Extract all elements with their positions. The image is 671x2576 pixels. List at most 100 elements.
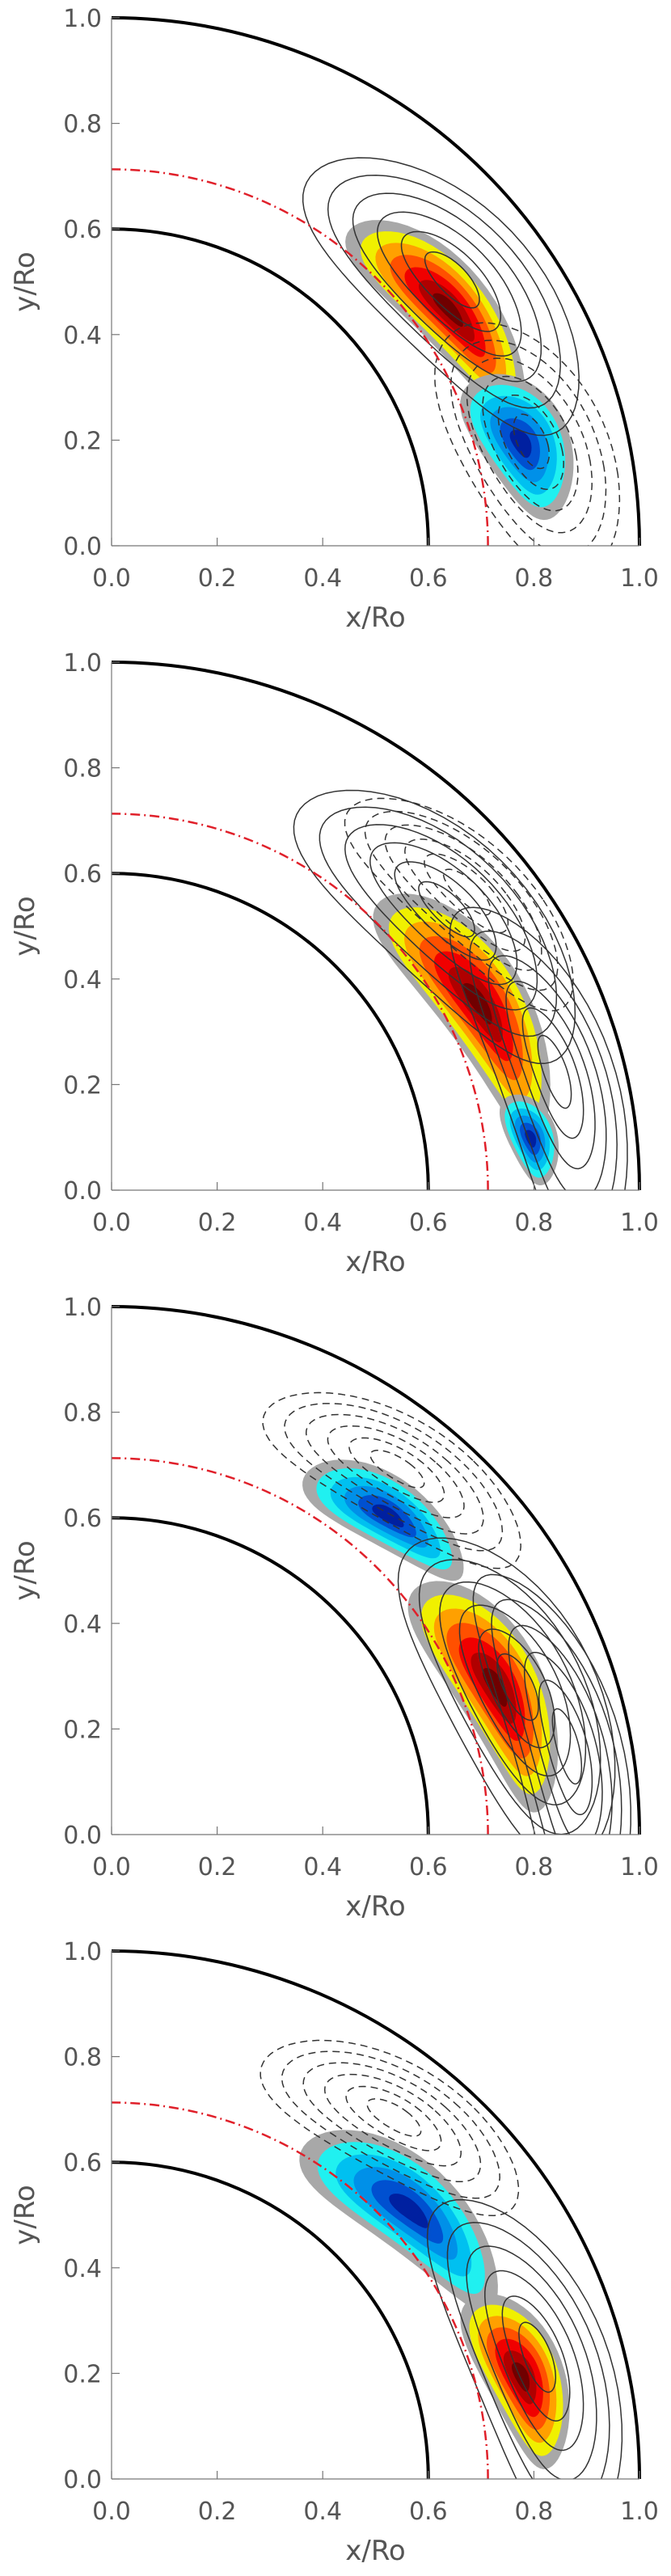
contour-line — [537, 1034, 572, 1109]
contour-line — [442, 868, 492, 916]
positive-cell-2 — [426, 2198, 623, 2479]
x-tick-label: 0.2 — [198, 1853, 237, 1881]
y-tick-label: 1.0 — [63, 5, 102, 33]
contour-line — [345, 2085, 442, 2152]
contour-line — [505, 980, 596, 1170]
contour-line — [394, 861, 497, 961]
panel-3: 0.0 0.2 0.4 0.6 0.8 1.0 0.0 0.2 0.4 0.6 0.8 1.0 x/Ro… — [9, 1294, 659, 1923]
x-tick-label: 0.0 — [92, 564, 131, 593]
y-axis-label: y/Ro — [9, 896, 41, 956]
positive-cell-1 — [302, 157, 580, 437]
contour-line — [384, 824, 542, 971]
positive-cell-2 — [397, 1537, 616, 1835]
inner-boundary — [111, 227, 430, 547]
contour-line — [369, 1449, 425, 1489]
contour-line — [491, 1598, 622, 1835]
y-tick-label: 0.0 — [63, 1822, 102, 1850]
contour-line — [446, 2222, 610, 2479]
contour-line — [366, 2098, 422, 2137]
panel-1: 0.0 0.2 0.4 0.6 0.8 1.0 0.0 0.2 0.4 0.6 0.8 1.0 x/Ro… — [9, 5, 659, 634]
x-tick-label: 0.4 — [303, 2498, 342, 2526]
outer-boundary — [111, 16, 641, 547]
x-tick-label: 0.4 — [303, 564, 342, 593]
contour-line — [364, 810, 559, 991]
contour-line — [426, 2198, 623, 2479]
contour-line — [513, 413, 551, 470]
contour-line — [418, 1559, 601, 1835]
negative-cell-1 — [262, 1391, 521, 1569]
negative-cell-1 — [260, 2039, 520, 2216]
y-axis-label: y/Ro — [9, 251, 41, 311]
x-tick-label: 0.6 — [409, 1209, 448, 1237]
y-tick-label: 1.0 — [63, 1938, 102, 1966]
y-tick-label: 0.2 — [63, 1071, 102, 1100]
positive-cell-3 — [449, 906, 628, 1190]
blob-level-5 — [525, 1130, 537, 1148]
contour-line — [305, 1413, 484, 1535]
y-tick-label: 0.8 — [63, 2044, 102, 2072]
contour-line — [482, 375, 579, 512]
contour-line — [501, 2295, 571, 2422]
contour-line — [551, 1708, 583, 1785]
tachocline-line — [111, 168, 489, 547]
contour-line — [352, 192, 542, 382]
y-tick-label: 0.4 — [63, 2255, 102, 2283]
y-tick-label: 0.8 — [63, 755, 102, 783]
contour-line — [302, 2062, 482, 2183]
x-tick-label: 1.0 — [620, 2498, 659, 2526]
contour-line — [348, 1437, 445, 1503]
y-tick-label: 0.0 — [63, 533, 102, 561]
tachocline-line — [111, 2101, 489, 2480]
y-tick-label: 1.0 — [63, 649, 102, 678]
contour-line — [478, 1628, 555, 1749]
panel-2: 0.0 0.2 0.4 0.6 0.8 1.0 0.0 0.2 0.4 0.6 0.8 1.0 x/Ro… — [9, 649, 659, 1278]
tachocline-line — [111, 813, 489, 1191]
inner-boundary — [111, 2160, 430, 2480]
contour-line — [469, 930, 618, 1190]
y-tick-label: 0.0 — [63, 1177, 102, 1206]
y-tick-label: 0.8 — [63, 111, 102, 139]
x-axis-label: x/Ro — [345, 602, 405, 634]
x-tick-label: 0.6 — [409, 2498, 448, 2526]
contour-line — [262, 1391, 521, 1569]
contour-line — [521, 1007, 584, 1139]
x-tick-label: 0.0 — [92, 1853, 131, 1881]
contour-line — [260, 2039, 520, 2216]
outer-boundary — [111, 661, 641, 1191]
contour-line — [344, 797, 574, 1011]
positive-blob-2 — [460, 2293, 570, 2469]
panel-4: 0.0 0.2 0.4 0.6 0.8 1.0 0.0 0.2 0.4 0.6 0.8 1.0 x/Ro… — [9, 1938, 659, 2567]
contour-line — [466, 357, 593, 534]
y-axis-label: y/Ro — [9, 1540, 41, 1600]
contour-line — [450, 340, 607, 546]
x-axis-label: x/Ro — [345, 2535, 405, 2567]
y-tick-label: 0.8 — [63, 1400, 102, 1428]
negative-cell-2 — [434, 322, 621, 546]
x-tick-label: 0.8 — [515, 2498, 554, 2526]
contour-line — [323, 2073, 462, 2167]
contour-line — [458, 1604, 572, 1777]
tachocline-line — [111, 1457, 489, 1835]
positive-blob-2 — [407, 1581, 559, 1813]
x-axis-label: x/Ro — [345, 1890, 405, 1923]
outer-boundary — [111, 1949, 641, 2480]
x-axis-label: x/Ro — [345, 1246, 405, 1278]
y-tick-label: 1.0 — [63, 1294, 102, 1322]
contour-line — [327, 1425, 465, 1518]
y-tick-label: 0.4 — [63, 322, 102, 350]
contour-line — [377, 211, 522, 357]
contour-line — [327, 174, 561, 409]
blob-level-6 — [433, 293, 463, 327]
x-tick-label: 0.8 — [515, 1209, 554, 1237]
outer-boundary — [111, 1305, 641, 1835]
y-tick-label: 0.2 — [63, 427, 102, 455]
y-tick-label: 0.2 — [63, 2360, 102, 2388]
x-tick-label: 0.2 — [198, 1209, 237, 1237]
contour-line — [344, 824, 538, 1011]
blob-level-6 — [462, 982, 492, 1024]
contour-line — [424, 251, 480, 309]
contour-line — [281, 2050, 500, 2199]
contour-line — [449, 906, 628, 1190]
x-tick-label: 0.0 — [92, 1209, 131, 1237]
